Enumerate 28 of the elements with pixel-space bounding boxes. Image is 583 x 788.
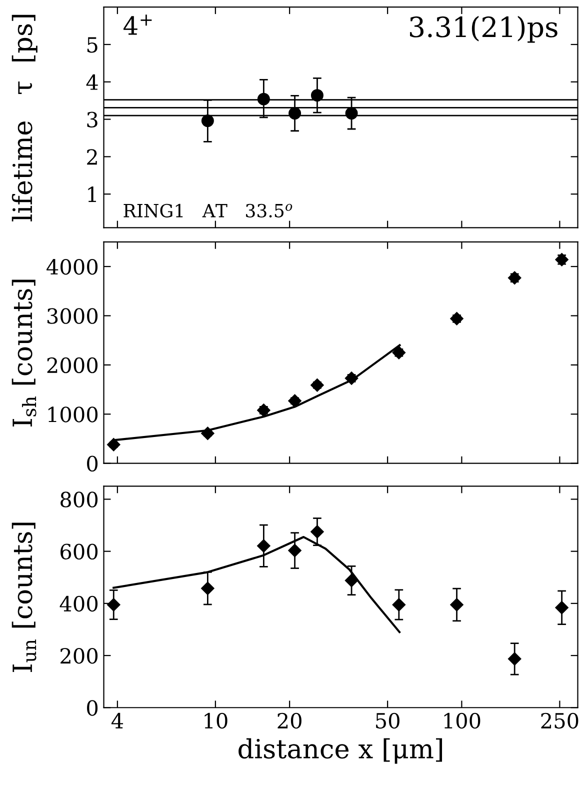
y-axis-title: lifetime τ [ps]: [12, 14, 38, 222]
x-tick-label: 4: [111, 712, 124, 728]
y-tick-label: 2000: [47, 357, 98, 374]
annotation: RING1 AT 33.5$^{o}$: [124, 204, 292, 218]
x-tick-label: 20: [278, 712, 302, 729]
y-tick-label: 200: [60, 648, 98, 664]
y-tick-label: 5: [87, 37, 98, 53]
y-tick-label: 2: [87, 149, 97, 165]
y-tick-label: 0: [87, 456, 98, 472]
y-tick-label: 4: [86, 74, 98, 90]
x-tick-label: 10: [204, 712, 228, 729]
y-axis-title: I$_{un}$ [counts]: [12, 522, 36, 672]
y-tick-label: 3000: [47, 308, 98, 324]
y-tick-label: 0: [87, 700, 98, 716]
y-tick-label: 1000: [48, 406, 98, 422]
y-tick-label: 400: [60, 596, 98, 612]
x-tick-label: 100: [444, 712, 480, 729]
x-axis-title: distance x [μm]: [238, 738, 442, 764]
y-tick-label: 800: [60, 492, 98, 508]
y-tick-label: 1: [88, 186, 96, 202]
x-tick-label: 50: [376, 712, 400, 729]
x-tick-label: 250: [541, 712, 578, 729]
y-tick-label: 4000: [46, 258, 98, 275]
y-tick-label: 600: [60, 544, 98, 560]
y-tick-label: 3: [87, 112, 98, 128]
annotation: 4$^{+}$: [124, 14, 152, 35]
y-axis-title: I$_{sh}$ [counts]: [12, 280, 36, 427]
annotation: 3.31(21)ps: [410, 16, 558, 43]
